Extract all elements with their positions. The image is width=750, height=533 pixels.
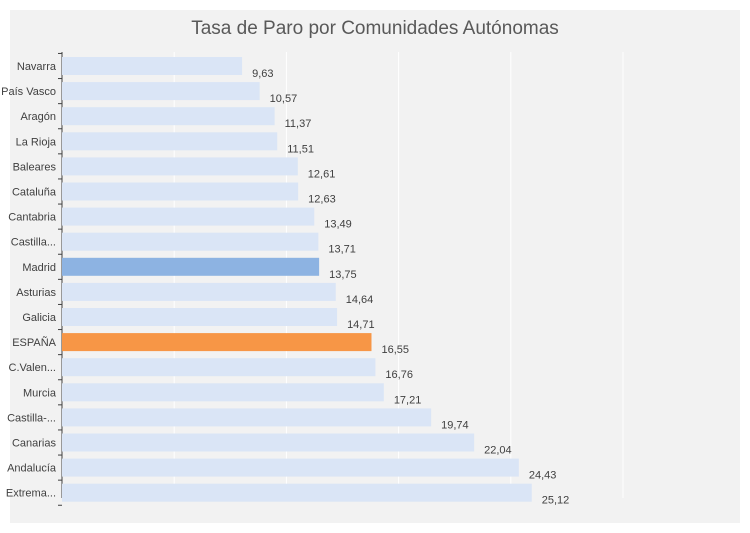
data-label: 12,61 — [308, 168, 336, 180]
bar — [62, 433, 475, 452]
bar — [62, 257, 320, 276]
data-label: 22,04 — [484, 445, 512, 457]
data-label: 13,75 — [329, 269, 357, 281]
data-label: 11,37 — [285, 118, 312, 130]
data-label: 10,57 — [270, 93, 298, 105]
category-label: Canarias — [12, 438, 57, 450]
data-label: 19,74 — [441, 419, 469, 431]
data-label: 16,76 — [385, 369, 413, 381]
bar — [62, 207, 315, 226]
data-label: 14,71 — [347, 319, 375, 331]
bar — [62, 132, 278, 151]
data-label: 25,12 — [542, 495, 570, 507]
category-label: Extrema... — [6, 488, 56, 500]
data-label: 11,51 — [287, 143, 314, 155]
category-label: Galicia — [22, 312, 57, 324]
data-label: 9,63 — [252, 68, 273, 80]
bar — [62, 483, 532, 502]
category-label: C.Valen... — [9, 362, 57, 374]
category-label: Baleares — [13, 161, 57, 173]
bar — [62, 182, 299, 201]
category-label: País Vasco — [1, 86, 56, 98]
bar — [62, 107, 275, 126]
bar — [62, 57, 243, 75]
bar — [62, 157, 298, 176]
bar — [62, 408, 432, 427]
data-label: 14,64 — [346, 294, 374, 306]
bar — [62, 82, 260, 101]
category-label: Castilla... — [11, 237, 56, 249]
bar — [62, 282, 336, 301]
category-label: ESPAÑA — [12, 336, 56, 349]
bar — [62, 358, 376, 377]
data-label: 17,21 — [394, 394, 422, 406]
data-label: 13,71 — [328, 244, 356, 256]
category-label: Castilla-... — [7, 412, 56, 424]
category-label: La Rioja — [16, 136, 57, 148]
bar — [62, 232, 319, 251]
bar — [62, 383, 384, 402]
data-label: 13,49 — [324, 219, 352, 231]
category-label: Asturias — [16, 287, 56, 299]
data-label: 24,43 — [529, 470, 557, 482]
category-label: Cataluña — [12, 187, 57, 199]
bar — [62, 333, 372, 352]
chart-title: Tasa de Paro por Comunidades Autónomas — [191, 18, 559, 39]
category-label: Murcia — [23, 387, 57, 399]
category-label: Andalucía — [7, 463, 57, 475]
category-label: Aragón — [21, 111, 56, 123]
bar — [62, 308, 338, 326]
data-label: 16,55 — [381, 344, 409, 356]
category-label: Navarra — [17, 61, 57, 73]
category-label: Madrid — [22, 262, 56, 274]
category-label: Cantabria — [8, 212, 57, 224]
data-label: 12,63 — [308, 194, 336, 206]
bar — [62, 458, 519, 477]
